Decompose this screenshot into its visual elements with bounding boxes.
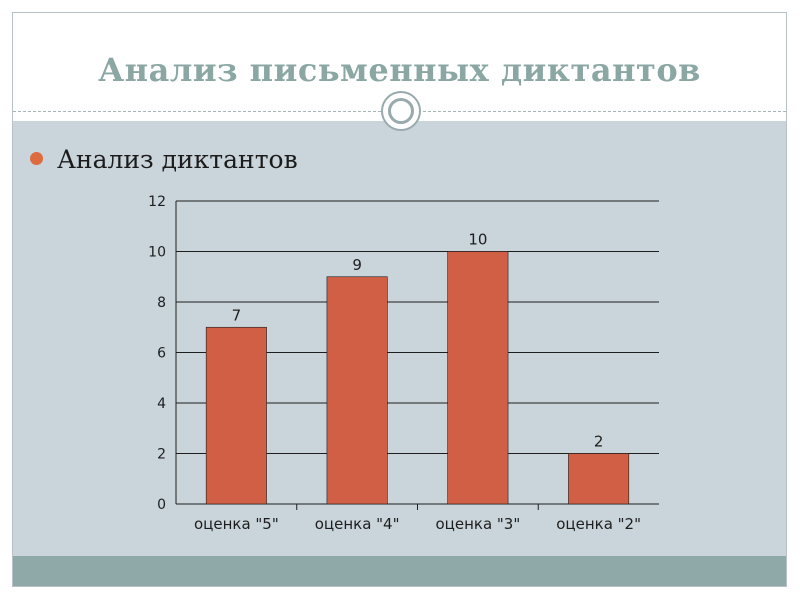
y-tick-label: 10 [148,245,166,261]
y-tick-label: 4 [157,396,166,412]
x-tick-label: оценка "5" [194,515,279,533]
data-label: 7 [232,306,242,324]
y-tick-label: 2 [157,447,166,463]
slide-title: Анализ письменных диктантов [98,51,701,89]
slide-header: Анализ письменных диктантов [13,13,786,131]
data-label: 2 [594,433,604,451]
x-tick-label: оценка "3" [435,515,520,533]
x-tick-label: оценка "2" [556,515,641,533]
bar [447,251,509,505]
y-tick-label: 6 [157,346,166,362]
bar [568,453,630,505]
bar [205,326,267,505]
y-tick-label: 12 [148,194,166,210]
slide-footer-band [13,556,786,586]
slide: Анализ письменных диктантов Анализ дикта… [12,12,787,587]
data-label: 9 [352,256,362,274]
bullet-dot-icon [30,152,43,165]
y-tick-label: 0 [157,497,166,513]
bullet-text: Анализ диктантов [57,145,298,174]
data-label: 10 [468,231,487,249]
x-tick-label: оценка "4" [315,515,400,533]
header-ornament-icon [381,91,421,131]
bar [326,276,388,505]
bar-chart: 0 2 4 6 8 10 12 7 оценка "5" 9 оценка "4" 10 оценка … [148,194,659,533]
y-tick-label: 8 [157,295,166,311]
